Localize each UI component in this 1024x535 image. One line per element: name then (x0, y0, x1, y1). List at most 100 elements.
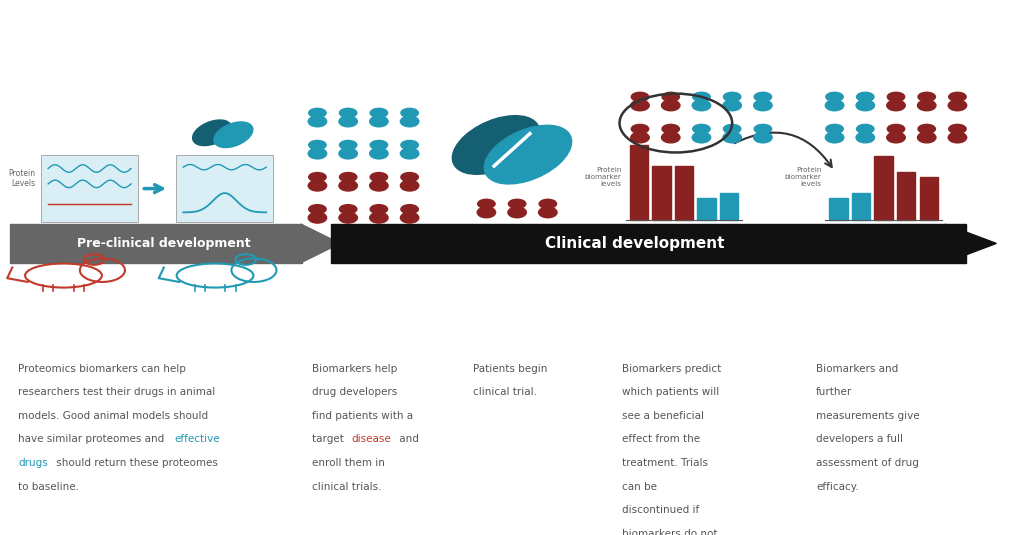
Text: Clinical development: Clinical development (545, 236, 725, 251)
Ellipse shape (887, 100, 905, 111)
Text: clinical trials.: clinical trials. (312, 482, 382, 492)
Circle shape (693, 124, 711, 133)
Circle shape (825, 92, 843, 102)
Text: Protein
Levels: Protein Levels (9, 169, 36, 188)
Ellipse shape (723, 100, 741, 111)
Text: Biomarkers help: Biomarkers help (312, 364, 397, 374)
Ellipse shape (308, 116, 327, 127)
Circle shape (401, 204, 419, 213)
Ellipse shape (918, 100, 936, 111)
Circle shape (371, 108, 387, 118)
Circle shape (477, 199, 496, 208)
Bar (41, 155, 138, 222)
Ellipse shape (754, 100, 772, 111)
Circle shape (754, 92, 772, 102)
Ellipse shape (484, 125, 571, 184)
Text: Proteomics biomarkers can help: Proteomics biomarkers can help (18, 364, 186, 374)
Bar (697, 198, 716, 220)
Bar (720, 193, 738, 220)
Text: effective: effective (174, 434, 220, 445)
Text: see a beneficial: see a beneficial (622, 411, 703, 421)
Ellipse shape (400, 148, 419, 159)
Text: Biomarkers predict: Biomarkers predict (622, 364, 721, 374)
Circle shape (371, 140, 387, 149)
Ellipse shape (918, 132, 936, 143)
Circle shape (339, 108, 357, 118)
Bar (829, 198, 848, 220)
Bar (897, 172, 915, 220)
Circle shape (309, 108, 326, 118)
Circle shape (371, 204, 387, 213)
Ellipse shape (370, 180, 388, 191)
Ellipse shape (856, 100, 874, 111)
Bar (652, 166, 671, 220)
Circle shape (309, 204, 326, 213)
Circle shape (887, 92, 905, 102)
Ellipse shape (508, 207, 526, 218)
Ellipse shape (662, 100, 680, 111)
Text: find patients with a: find patients with a (312, 411, 414, 421)
Ellipse shape (193, 120, 231, 146)
Ellipse shape (400, 116, 419, 127)
Bar (331, 224, 966, 263)
Circle shape (401, 140, 419, 149)
Circle shape (371, 172, 387, 181)
Circle shape (723, 124, 740, 133)
Text: drugs: drugs (18, 458, 48, 468)
Bar (630, 145, 648, 220)
Text: Pre-clinical development: Pre-clinical development (77, 237, 251, 250)
Circle shape (856, 124, 873, 133)
Text: Protein
biomarker
levels: Protein biomarker levels (585, 167, 622, 187)
Text: and: and (396, 434, 419, 445)
Ellipse shape (339, 116, 357, 127)
Text: enroll them in: enroll them in (312, 458, 385, 468)
Text: can be: can be (622, 482, 656, 492)
Circle shape (825, 124, 843, 133)
Circle shape (856, 92, 873, 102)
Text: discontinued if: discontinued if (622, 505, 698, 515)
Circle shape (309, 140, 326, 149)
Ellipse shape (825, 132, 844, 143)
Ellipse shape (692, 132, 711, 143)
Ellipse shape (308, 180, 327, 191)
Text: Biomarkers and: Biomarkers and (816, 364, 898, 374)
Ellipse shape (370, 116, 388, 127)
Ellipse shape (948, 100, 967, 111)
Circle shape (339, 204, 357, 213)
Text: models. Good animal models should: models. Good animal models should (18, 411, 209, 421)
Circle shape (401, 108, 419, 118)
Ellipse shape (887, 132, 905, 143)
Text: efficacy.: efficacy. (816, 482, 859, 492)
Bar (852, 193, 870, 220)
Text: which patients will: which patients will (622, 387, 719, 398)
Circle shape (948, 124, 966, 133)
Text: drug developers: drug developers (312, 387, 397, 398)
Circle shape (663, 124, 680, 133)
FancyArrow shape (301, 224, 340, 263)
Ellipse shape (631, 132, 649, 143)
Ellipse shape (400, 180, 419, 191)
Ellipse shape (631, 100, 649, 111)
Text: assessment of drug: assessment of drug (816, 458, 919, 468)
Circle shape (887, 124, 905, 133)
Circle shape (401, 172, 419, 181)
Text: researchers test their drugs in animal: researchers test their drugs in animal (18, 387, 216, 398)
Circle shape (723, 92, 740, 102)
Text: have similar proteomes and: have similar proteomes and (18, 434, 168, 445)
Circle shape (948, 92, 966, 102)
Circle shape (309, 172, 326, 181)
Text: clinical trial.: clinical trial. (473, 387, 537, 398)
Text: disease: disease (351, 434, 391, 445)
Circle shape (339, 172, 357, 181)
Circle shape (693, 92, 711, 102)
Ellipse shape (754, 132, 772, 143)
Text: target: target (312, 434, 347, 445)
Ellipse shape (308, 212, 327, 223)
Text: further: further (816, 387, 852, 398)
Text: biomarkers do not: biomarkers do not (622, 529, 717, 535)
Text: developers a full: developers a full (816, 434, 903, 445)
FancyArrow shape (945, 224, 996, 263)
Circle shape (339, 140, 357, 149)
Circle shape (663, 92, 680, 102)
Text: Time: Time (214, 231, 236, 240)
